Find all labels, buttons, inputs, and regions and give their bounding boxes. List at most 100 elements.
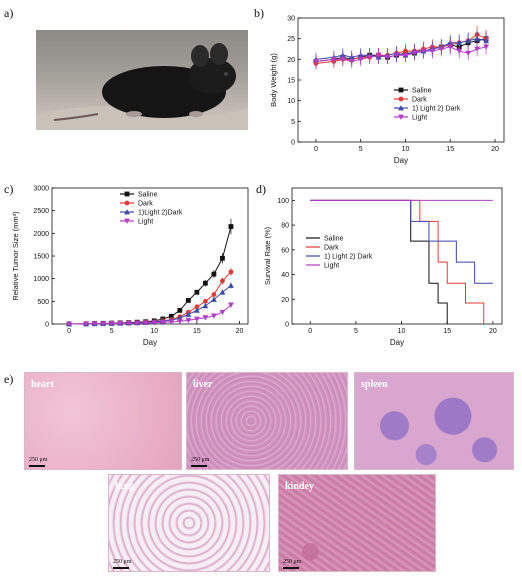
data-point xyxy=(176,318,183,325)
scale-label-lung: 250 μm xyxy=(113,559,132,565)
x-tick-label: 10 xyxy=(402,146,410,153)
data-point xyxy=(202,280,208,286)
x-tick-label: 15 xyxy=(446,146,454,153)
scale-label-liver: 250 μm xyxy=(191,457,210,463)
data-point xyxy=(330,56,337,63)
tumor-size-chart: 0 5 10 15 20 0 500 1000 1500 2000 2500 3000 Day Relat… xyxy=(11,186,249,347)
data-point xyxy=(220,278,225,284)
data-point xyxy=(193,316,200,322)
histology-spleen: spleen xyxy=(354,372,514,470)
x-tick-label: 15 xyxy=(193,328,201,335)
data-point xyxy=(384,54,391,61)
mouse-illustration xyxy=(36,43,248,130)
x-tick-label: 15 xyxy=(443,328,451,335)
x-tick-label: 5 xyxy=(354,328,358,335)
data-point xyxy=(211,313,217,319)
scale-bar-kindey xyxy=(283,567,299,569)
y-tick-label: 1000 xyxy=(33,276,49,283)
histology-lung: lung 250 μm xyxy=(108,474,270,572)
data-point xyxy=(151,320,158,326)
data-point xyxy=(134,320,141,327)
y-tick-label: 3000 xyxy=(33,186,49,193)
y-tick-label: 5 xyxy=(291,119,295,126)
legend-label: Saline xyxy=(138,192,158,199)
series-line-0 xyxy=(69,226,232,325)
x-tick-label: 5 xyxy=(110,328,114,335)
data-point xyxy=(228,269,234,275)
data-point xyxy=(228,282,234,288)
data-point xyxy=(185,311,192,317)
tissue-label-heart: heart xyxy=(31,379,54,390)
legend-marker xyxy=(124,200,130,206)
panel-label-e: e) xyxy=(4,372,14,386)
data-point xyxy=(185,317,192,324)
data-point xyxy=(447,44,454,50)
data-point xyxy=(108,321,115,327)
histology-liver: liver 250 μm xyxy=(186,372,348,470)
x-tick-label: 10 xyxy=(398,328,406,335)
data-point xyxy=(456,48,463,54)
y-axis-label: Survival Rate (%) xyxy=(263,226,272,285)
data-point xyxy=(202,302,209,309)
data-point xyxy=(228,224,234,229)
data-point xyxy=(339,56,346,63)
plot-frame xyxy=(51,187,249,325)
data-point xyxy=(142,320,149,326)
y-tick-label: 100 xyxy=(277,198,289,205)
x-axis-label: Day xyxy=(143,338,157,347)
legend-marker xyxy=(124,218,130,224)
legend-label: 1) Light 2) Dark xyxy=(412,106,461,113)
legend-label: Light xyxy=(138,219,153,226)
data-point xyxy=(474,46,481,52)
data-point xyxy=(465,37,472,44)
data-point xyxy=(185,298,191,303)
legend-label: Light xyxy=(324,263,339,270)
data-point xyxy=(211,296,217,302)
y-tick-label: 25 xyxy=(287,36,295,43)
mouse-photo xyxy=(36,30,248,130)
data-point xyxy=(420,48,427,54)
scale-label-heart: 250 μm xyxy=(29,457,48,463)
series-line-1 xyxy=(310,199,485,324)
data-point xyxy=(211,271,217,277)
data-point xyxy=(220,255,225,261)
panel-label-c: c) xyxy=(4,182,14,196)
x-tick-label: 20 xyxy=(236,328,244,335)
data-point xyxy=(219,289,226,295)
data-point xyxy=(66,321,72,327)
legend-label: Saline xyxy=(324,236,344,243)
legend-marker xyxy=(398,96,404,102)
y-tick-label: 0 xyxy=(45,322,49,329)
y-tick-label: 2500 xyxy=(33,208,49,215)
data-point xyxy=(357,56,364,63)
scale-bar-heart xyxy=(29,465,45,467)
data-point xyxy=(202,298,208,304)
series-line-2 xyxy=(310,199,493,284)
data-point xyxy=(465,50,472,57)
x-axis-label: Day xyxy=(394,156,408,165)
y-tick-label: 20 xyxy=(281,297,289,304)
y-tick-label: 0 xyxy=(285,322,289,329)
y-tick-label: 60 xyxy=(281,247,289,254)
legend-label: 1)Light 2)Dark xyxy=(138,210,183,217)
scale-bar-liver xyxy=(191,465,207,467)
legend-label: Saline xyxy=(412,88,432,95)
x-tick-label: 0 xyxy=(308,328,312,335)
y-tick-label: 500 xyxy=(37,299,49,306)
data-point xyxy=(159,320,166,326)
panel-label-a: a) xyxy=(4,6,14,20)
data-point xyxy=(91,321,98,327)
data-point xyxy=(125,320,132,327)
y-tick-label: 40 xyxy=(281,272,289,279)
legend-marker xyxy=(124,191,130,197)
data-point xyxy=(375,52,382,59)
tissue-label-spleen: spleen xyxy=(361,379,388,390)
legend-label: Light xyxy=(412,115,427,122)
legend-marker xyxy=(124,209,130,215)
y-tick-label: 10 xyxy=(287,98,295,105)
data-point xyxy=(313,59,319,65)
y-tick-label: 0 xyxy=(291,140,295,147)
data-point xyxy=(393,52,400,59)
legend-label: Dark xyxy=(138,201,153,208)
legend-label: Dark xyxy=(412,97,427,104)
